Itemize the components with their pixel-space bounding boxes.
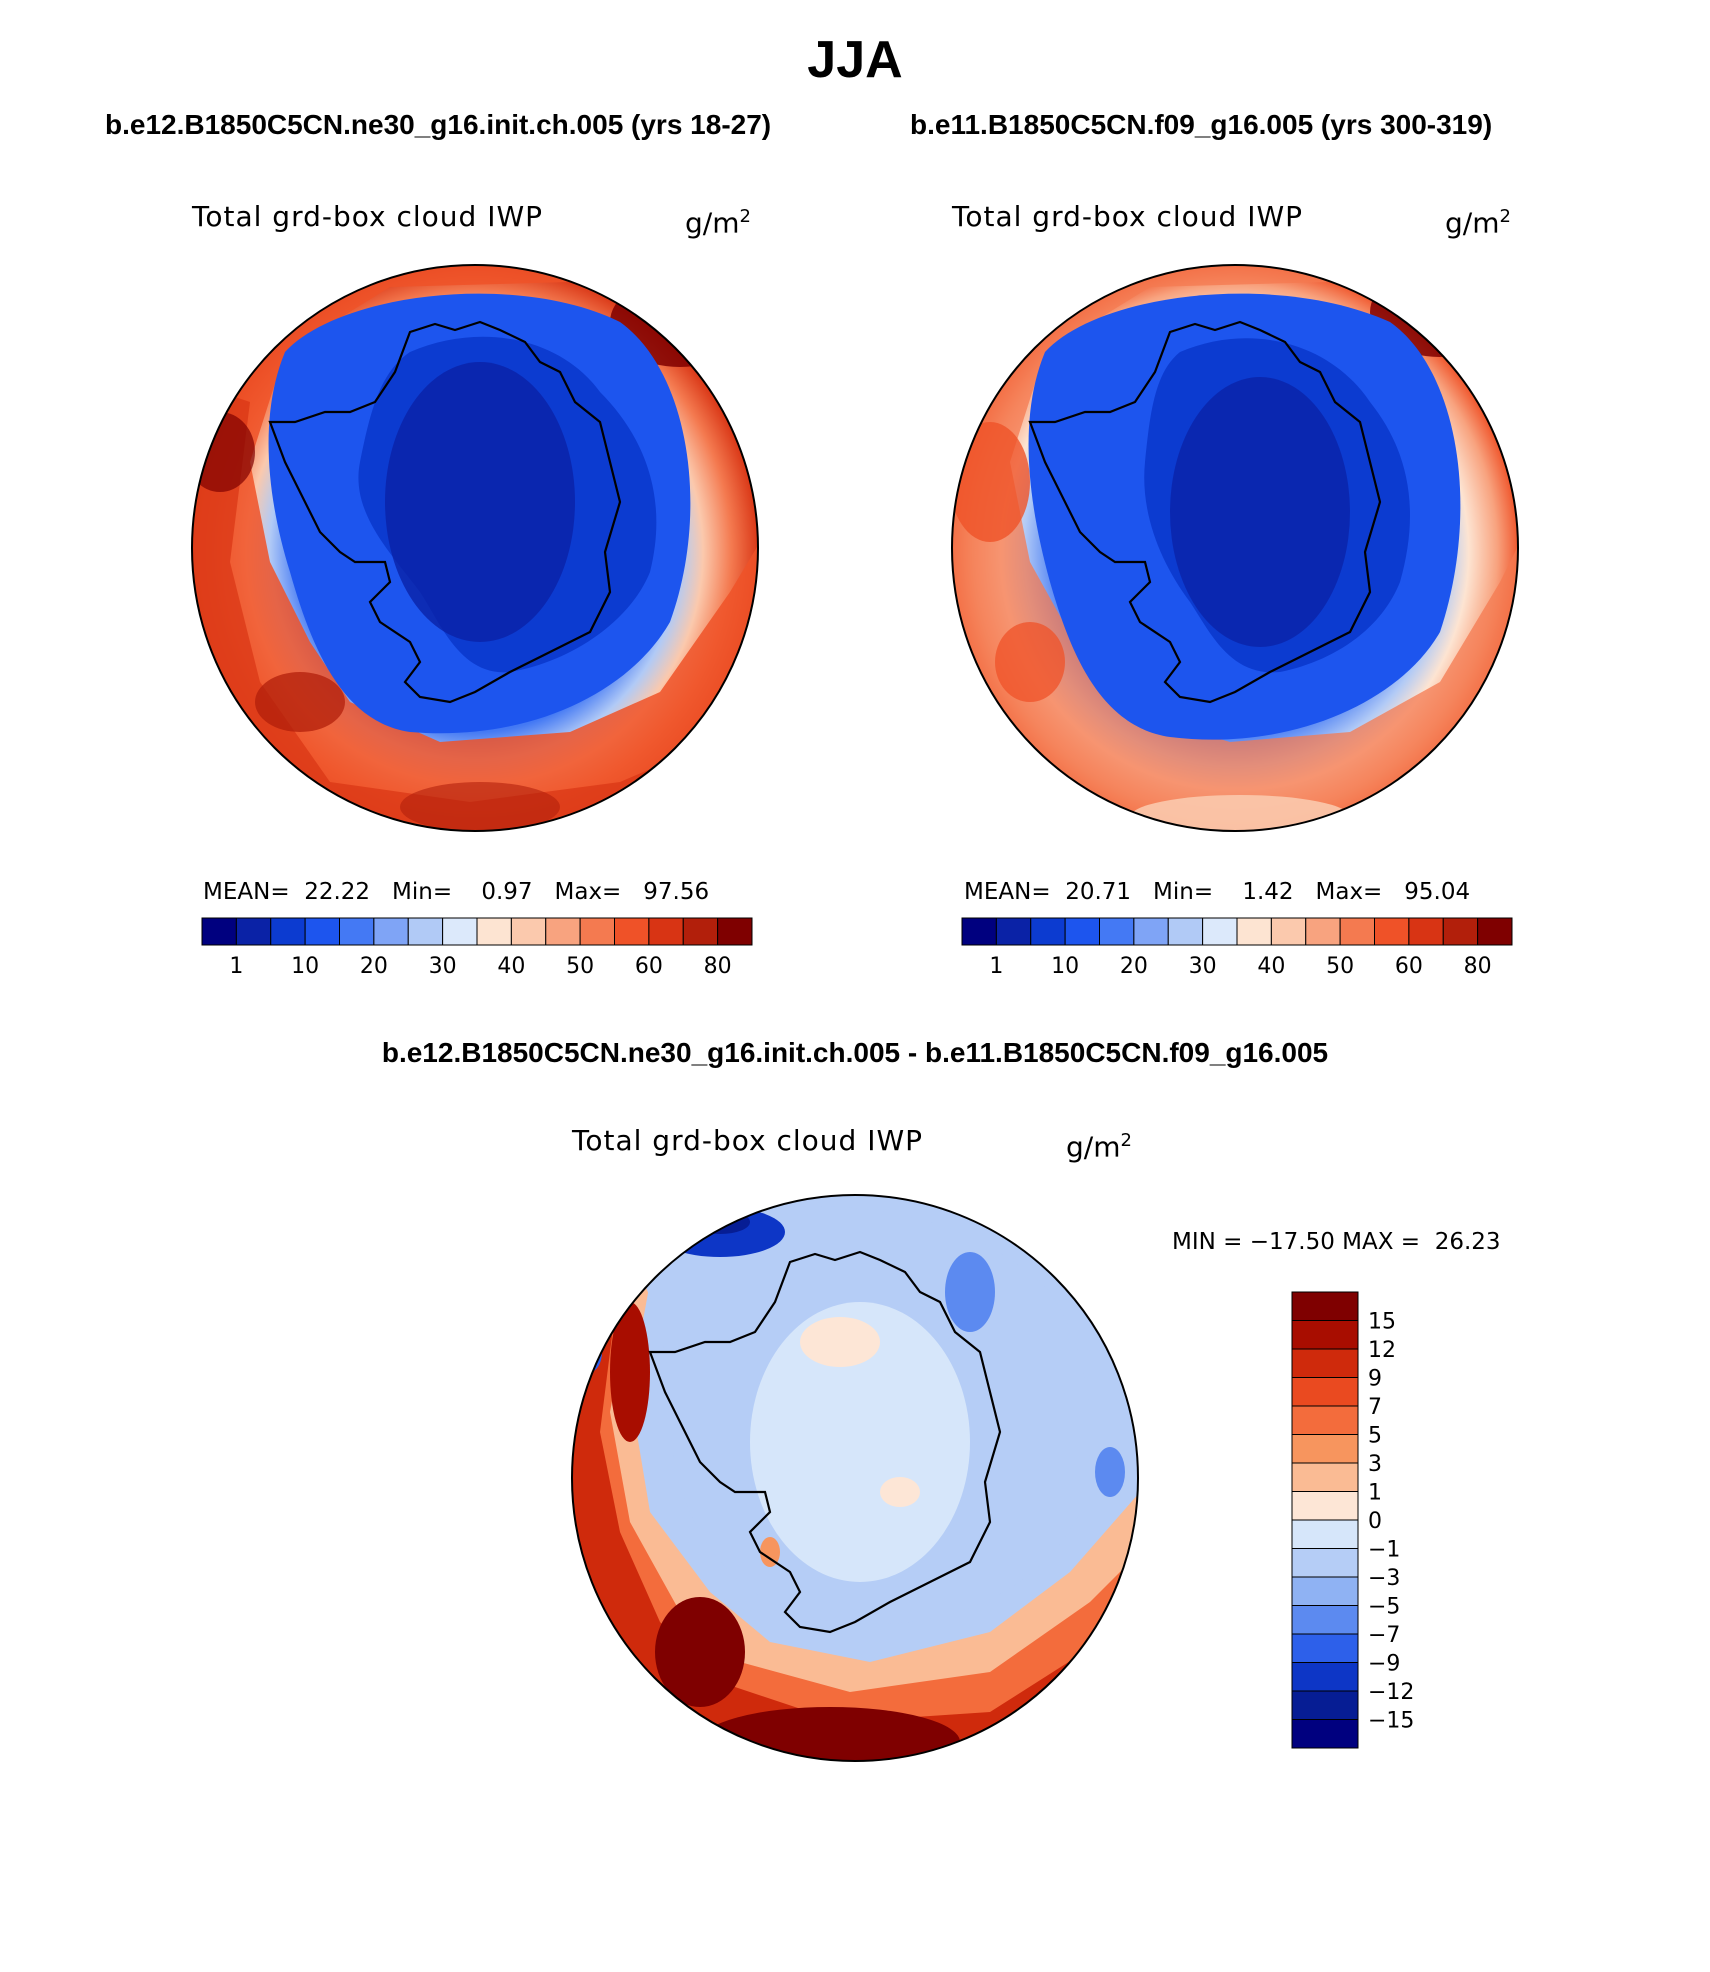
panel1-colorbar-box — [614, 917, 650, 946]
panel2-colorbar-label: 50 — [1326, 954, 1354, 979]
panel1-colorbar-label: 30 — [429, 954, 457, 979]
diff-colorbar-box — [1291, 1633, 1359, 1663]
panel1-colorbar-box — [235, 917, 272, 946]
diff-colorbar-box — [1291, 1662, 1359, 1692]
panel2-colorbar-label: 60 — [1395, 954, 1423, 979]
panel2-colorbar-box — [1064, 917, 1100, 946]
panel2-colorbar-label: 1 — [989, 954, 1003, 979]
panel2-colorbar-box — [1236, 917, 1272, 946]
diff-minmax: MIN = −17.50 MAX = 26.23 — [1172, 1229, 1501, 1255]
diff-colorbar-box — [1291, 1434, 1359, 1464]
panel1-colorbar-box — [442, 917, 478, 946]
panel1-colorbar-label: 10 — [291, 954, 319, 979]
panel2-colorbar-box — [1133, 917, 1169, 946]
panel2-colorbar-box — [1270, 917, 1307, 946]
panel2-colorbar-label: 20 — [1120, 954, 1148, 979]
panel1-polar-map — [191, 264, 759, 832]
panel2-colorbar-box — [995, 917, 1032, 946]
diff-colorbar-label: 1 — [1368, 1481, 1382, 1506]
panel1-units: g/m2 — [685, 206, 751, 240]
diff-colorbar-label: 15 — [1368, 1310, 1396, 1335]
diff-colorbar-box — [1291, 1548, 1359, 1578]
panel2-colorbar-label: 30 — [1189, 954, 1217, 979]
panel1-colorbar: 1 10 20 30 40 50 60 80 — [201, 917, 753, 979]
panel1-colorbar-box — [682, 917, 719, 946]
panel2-colorbar-box — [1305, 917, 1341, 946]
diff-colorbar-box — [1291, 1605, 1359, 1635]
panel1-colorbar-box — [373, 917, 409, 946]
panel2-colorbar-label: 40 — [1257, 954, 1285, 979]
panel1-colorbar-box — [304, 917, 340, 946]
panel1-case-title: b.e12.B1850C5CN.ne30_g16.init.ch.005 (yr… — [105, 109, 772, 140]
panel2-colorbar-box — [1339, 917, 1375, 946]
panel1-colorbar-box — [476, 917, 512, 946]
panel2-colorbar-box — [1477, 917, 1513, 946]
panel1-colorbar-box — [339, 917, 375, 946]
diff-colorbar-box — [1291, 1491, 1359, 1521]
diff-colorbar-label: −1 — [1368, 1538, 1400, 1563]
panel1-colorbar-box — [201, 917, 237, 946]
panel2-colorbar-label: 10 — [1051, 954, 1079, 979]
diff-colorbar-label: −9 — [1368, 1652, 1400, 1677]
diff-units: g/m2 — [1066, 1130, 1132, 1164]
panel1-colorbar-label: 60 — [635, 954, 663, 979]
diff-colorbar-box — [1291, 1348, 1359, 1378]
panel1-colorbar-label: 40 — [497, 954, 525, 979]
diff-colorbar-label: −3 — [1368, 1566, 1400, 1591]
panel2-stats: MEAN= 20.71 Min= 1.42 Max= 95.04 — [964, 879, 1471, 905]
diff-colorbar-box — [1291, 1291, 1359, 1321]
panel2-units: g/m2 — [1445, 206, 1511, 240]
panel1-colorbar-box — [510, 917, 547, 946]
panel2-case-title: b.e11.B1850C5CN.f09_g16.005 (yrs 300-319… — [910, 109, 1493, 140]
panel2-colorbar-box — [1442, 917, 1479, 946]
panel2-colorbar: 1 10 20 30 40 50 60 80 — [961, 917, 1513, 979]
diff-colorbar-label: −12 — [1368, 1680, 1414, 1705]
diff-colorbar-box — [1291, 1690, 1359, 1720]
panel1-colorbar-label: 20 — [360, 954, 388, 979]
diff-title: b.e12.B1850C5CN.ne30_g16.init.ch.005 - b… — [381, 1037, 1329, 1068]
diff-colorbar-label: 3 — [1368, 1452, 1382, 1477]
diff-colorbar-label: −5 — [1368, 1595, 1400, 1620]
panel1-colorbar-label: 1 — [229, 954, 243, 979]
panel1-variable-title: Total grd-box cloud IWP — [192, 200, 544, 233]
diff-colorbar-box — [1291, 1377, 1359, 1407]
panel2-colorbar-box — [1374, 917, 1410, 946]
diff-colorbar-label: 9 — [1368, 1367, 1382, 1392]
panel2-colorbar-label: 80 — [1464, 954, 1492, 979]
panel2-variable-title: Total grd-box cloud IWP — [952, 200, 1304, 233]
diff-colorbar-label: −15 — [1368, 1709, 1414, 1734]
diff-colorbar-box — [1291, 1405, 1359, 1435]
panel1-colorbar-box — [648, 917, 684, 946]
panel2-colorbar-box — [1099, 917, 1135, 946]
panel2-polar-map — [951, 264, 1519, 832]
diff-colorbar: 15 12 9 7 5 3 1 0 −1 −3 −5 −7 −9 −12 −15 — [1291, 1291, 1414, 1749]
panel1-stats: MEAN= 22.22 Min= 0.97 Max= 97.56 — [203, 879, 710, 905]
diff-variable-title: Total grd-box cloud IWP — [572, 1124, 924, 1157]
diff-colorbar-box — [1291, 1320, 1359, 1350]
diff-colorbar-box — [1291, 1576, 1359, 1606]
panel1-colorbar-label: 80 — [704, 954, 732, 979]
panel2-colorbar-box — [1167, 917, 1204, 946]
panel2-colorbar-box — [961, 917, 997, 946]
panel1-colorbar-box — [545, 917, 581, 946]
panel1-colorbar-box — [407, 917, 444, 946]
diff-colorbar-label: 12 — [1368, 1338, 1396, 1363]
panel2-colorbar-box — [1408, 917, 1444, 946]
diff-colorbar-box — [1291, 1462, 1359, 1492]
panel1-colorbar-box — [717, 917, 753, 946]
panel2-colorbar-box — [1030, 917, 1066, 946]
figure-title: JJA — [807, 31, 903, 89]
diff-colorbar-label: 7 — [1368, 1395, 1382, 1420]
diff-colorbar-label: 0 — [1368, 1509, 1382, 1534]
panel1-colorbar-box — [579, 917, 615, 946]
diff-colorbar-box — [1291, 1519, 1359, 1549]
panel2-colorbar-box — [1202, 917, 1238, 946]
diff-colorbar-label: −7 — [1368, 1623, 1400, 1648]
panel1-colorbar-label: 50 — [566, 954, 594, 979]
panel1-colorbar-box — [270, 917, 306, 946]
diff-colorbar-label: 5 — [1368, 1424, 1382, 1449]
diff-colorbar-box — [1291, 1719, 1359, 1749]
diff-polar-map — [571, 1194, 1139, 1762]
